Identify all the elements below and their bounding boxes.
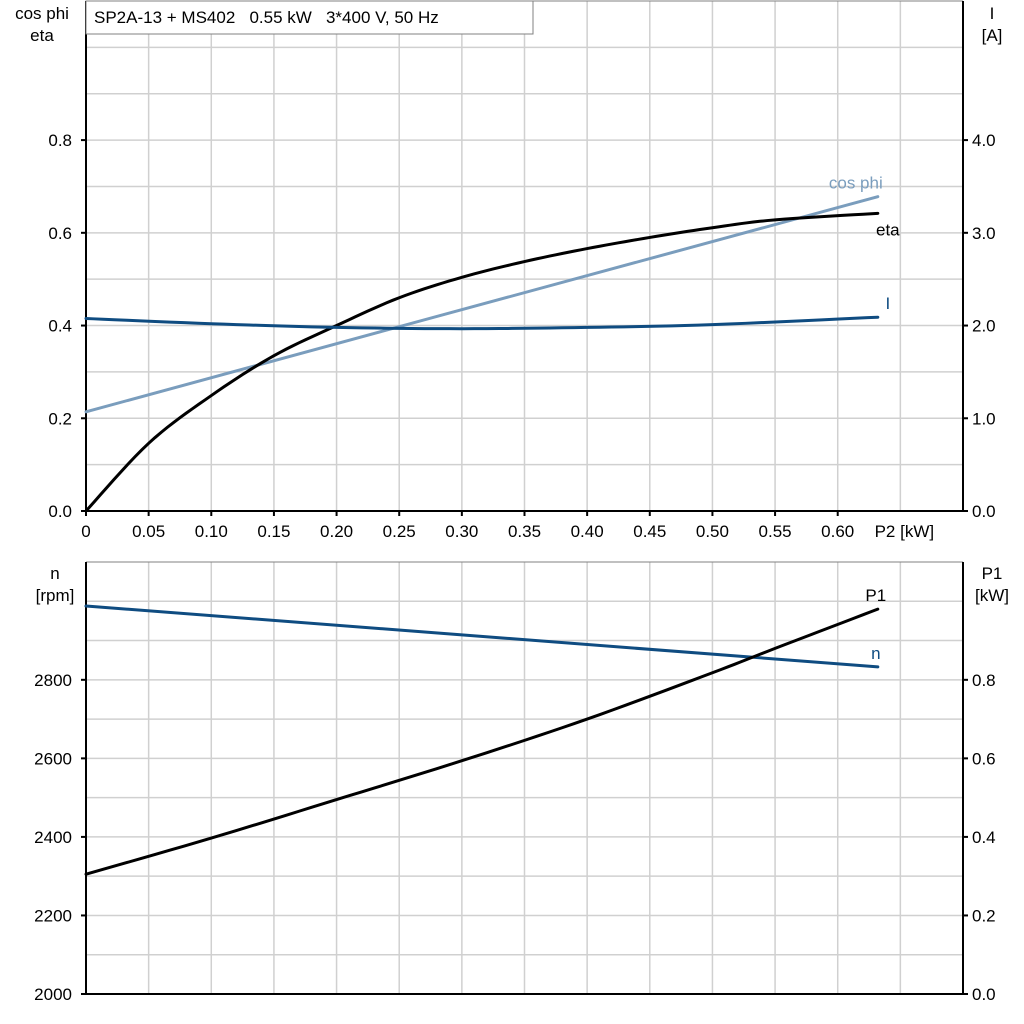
x-tick-label: 0.30 [445,522,478,541]
y-tick-label-left: 0.2 [48,409,72,428]
y-tick-label-left: 2600 [34,749,72,768]
y-tick-label-left: 2000 [34,985,72,1004]
x-tick-label: 0.20 [320,522,353,541]
x-tick-label: 0.60 [821,522,854,541]
y-tick-label-right: 0.2 [972,906,996,925]
x-axis-label: P2 [kW] [875,522,935,541]
x-tick-label: 0.50 [696,522,729,541]
x-tick-label: 0.25 [383,522,416,541]
y-tick-label-left: 0.4 [48,317,72,336]
series-label-p1: P1 [865,586,886,605]
series-line-cos-phi [84,195,880,414]
y-tick-label-right: 0.4 [972,828,996,847]
x-tick-label: 0.35 [508,522,541,541]
y-axis-label-left: [rpm] [36,586,75,605]
y-tick-label-right: 0.0 [972,502,996,521]
y-tick-label-right: 0.6 [972,749,996,768]
series-label-eta: eta [876,220,900,239]
y-tick-label-left: 2200 [34,906,72,925]
y-tick-label-right: 2.0 [972,317,996,336]
y-axis-label-right: [kW] [975,586,1009,605]
y-tick-label-left: 2800 [34,671,72,690]
x-tick-label: 0.45 [633,522,666,541]
title-box [85,0,534,35]
series-label-i: I [885,294,890,313]
y-axis-label-right: [A] [982,26,1003,45]
x-tick-label: 0.40 [571,522,604,541]
y-axis-label-left: n [50,564,59,583]
y-axis-label-right: I [990,4,995,23]
y-tick-label-left: 0.8 [48,131,72,150]
x-tick-label: 0.15 [257,522,290,541]
y-axis-label-right: P1 [982,564,1003,583]
series-line-p1 [84,607,880,876]
y-tick-label-left: 0.6 [48,224,72,243]
series-label-n: n [871,644,880,663]
series-line-n [84,604,880,669]
y-tick-label-right: 0.8 [972,671,996,690]
y-axis-label-left: eta [30,26,54,45]
series-line-i [84,315,880,331]
series-line-eta [84,211,880,513]
x-tick-label: 0.55 [759,522,792,541]
y-tick-label-left: 2400 [34,828,72,847]
x-tick-label: 0 [81,522,90,541]
y-tick-label-right: 3.0 [972,224,996,243]
series-label-cos-phi: cos phi [829,174,883,193]
y-axis-label-left: cos phi [15,4,69,23]
y-tick-label-right: 0.0 [972,985,996,1004]
x-tick-label: 0.05 [132,522,165,541]
chart-title: SP2A-13 + MS402 0.55 kW 3*400 V, 50 Hz [94,8,439,27]
y-tick-label-right: 1.0 [972,409,996,428]
x-tick-label: 0.10 [195,522,228,541]
y-tick-label-left: 0.0 [48,502,72,521]
y-tick-label-right: 4.0 [972,131,996,150]
